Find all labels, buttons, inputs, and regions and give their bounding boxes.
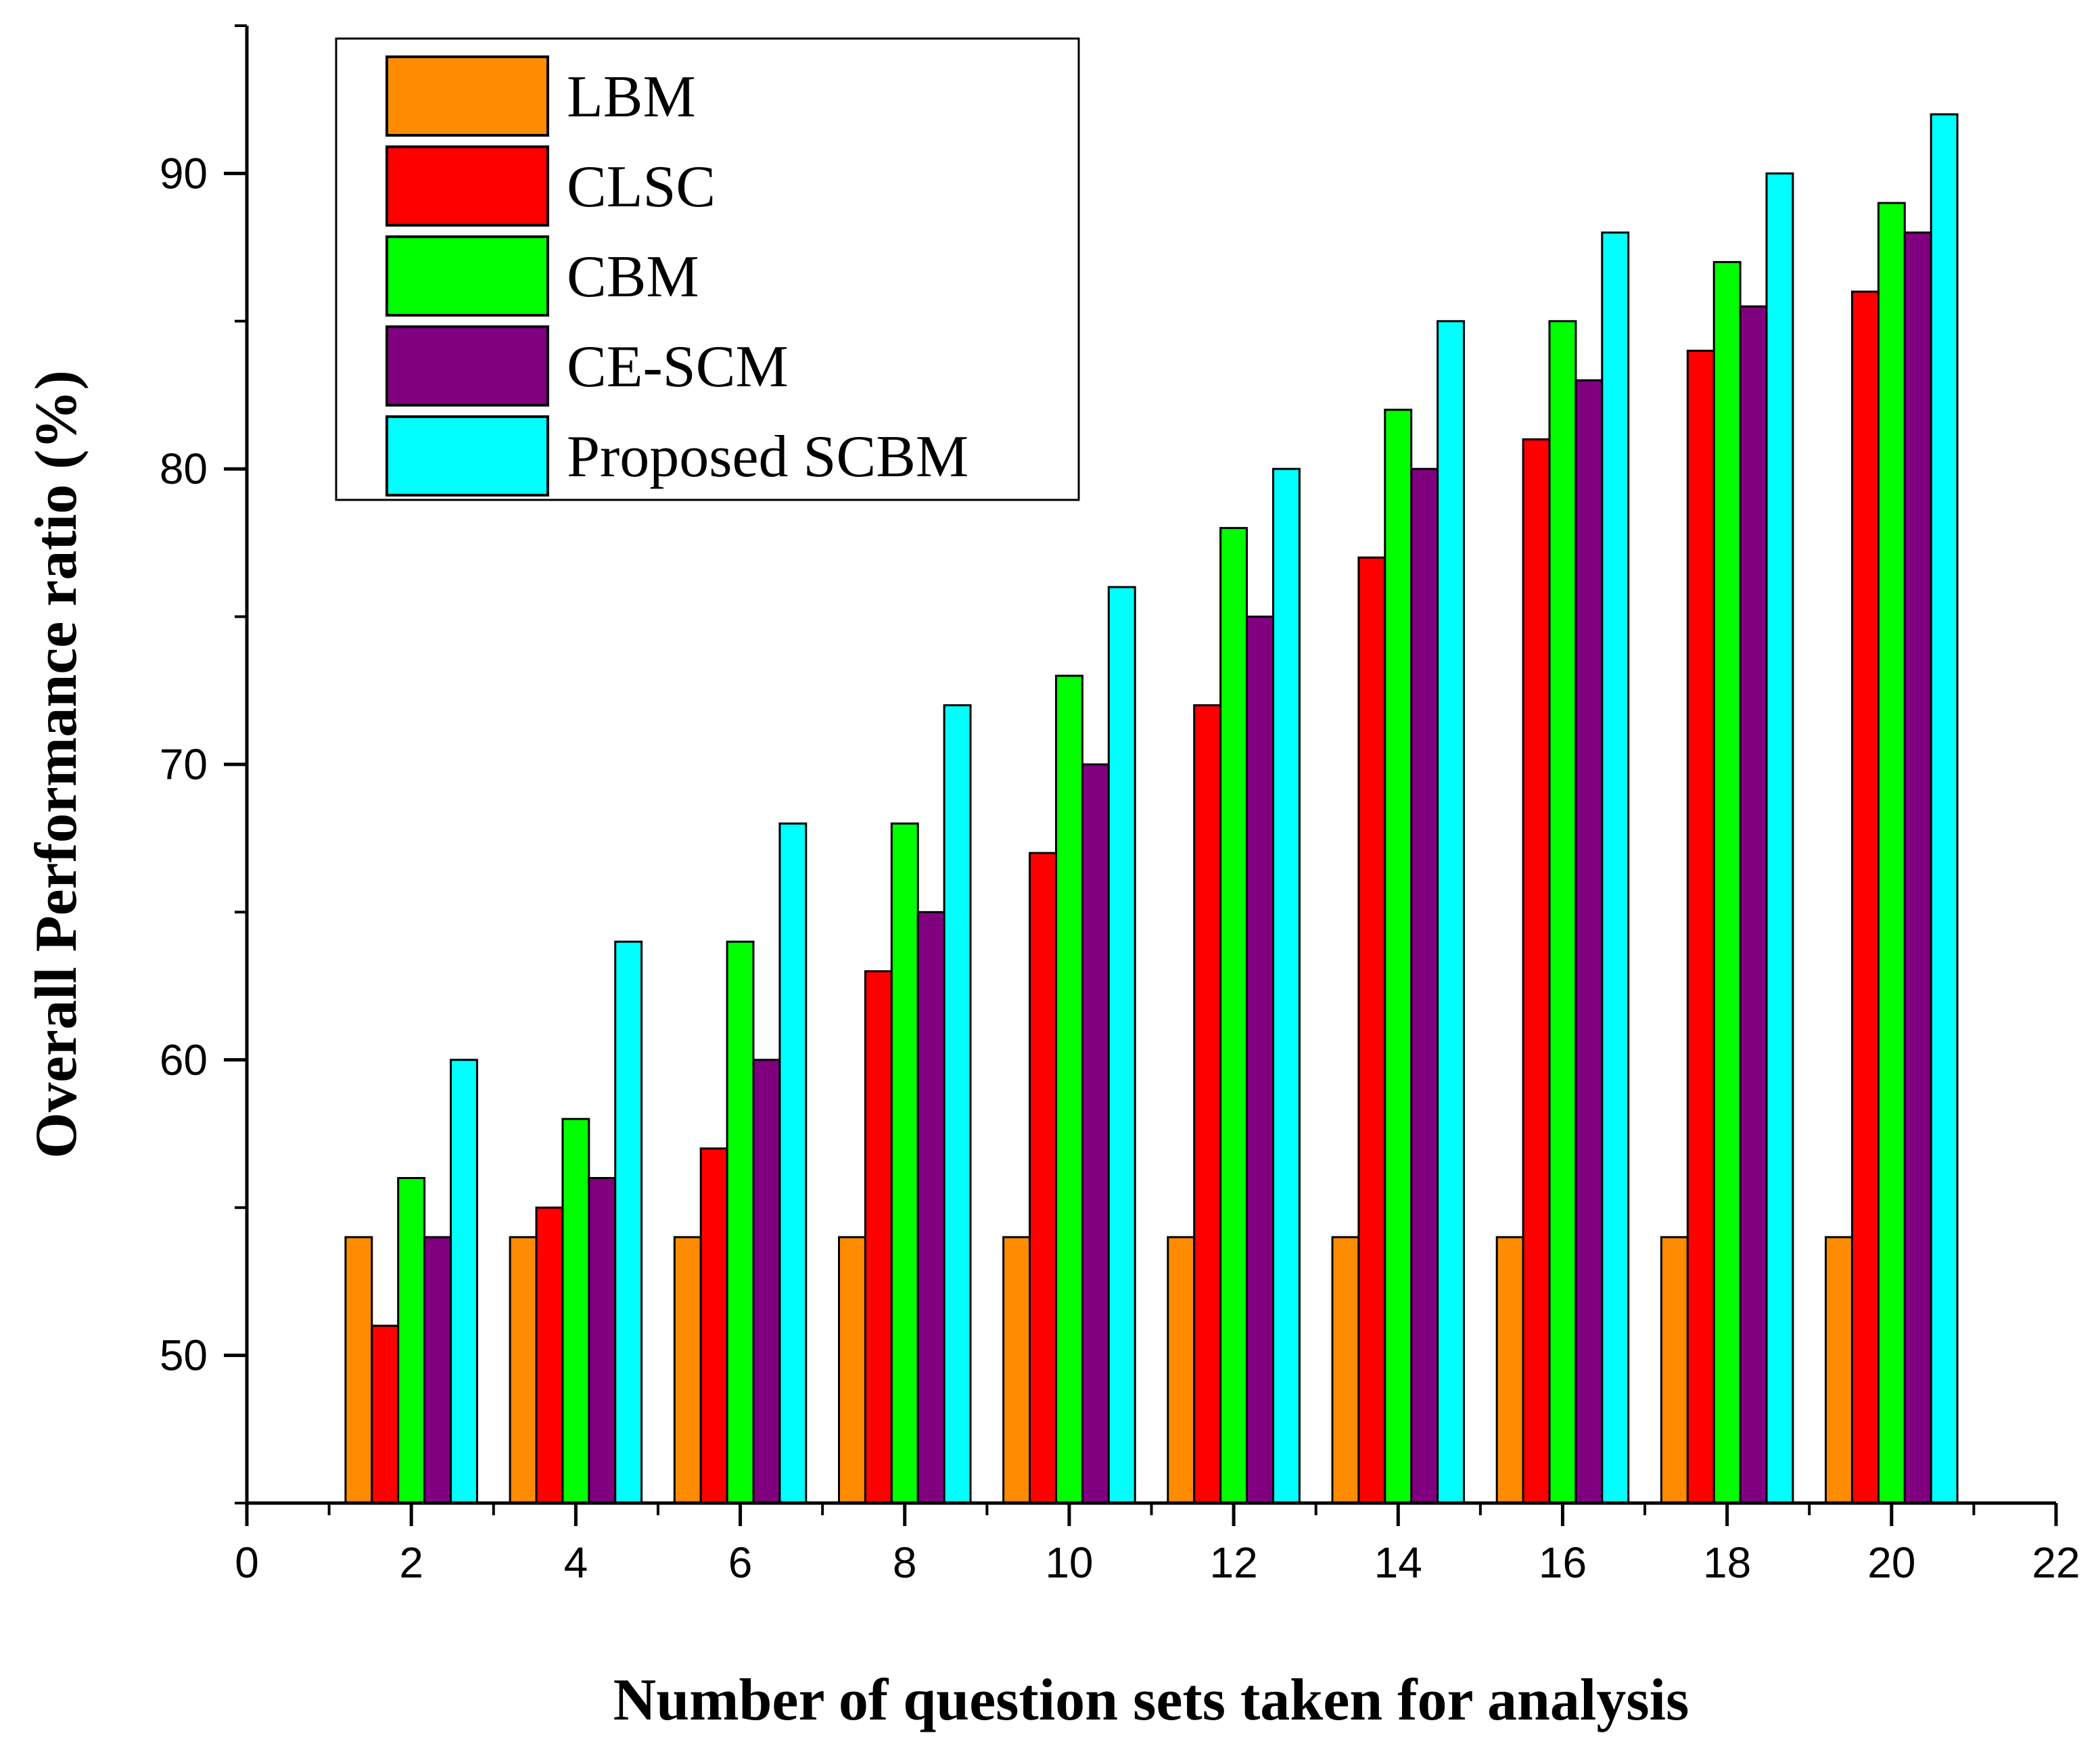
legend-label: CLSC bbox=[567, 154, 716, 220]
bar-lbm-x4 bbox=[509, 1236, 538, 1504]
bar-clsc-x12 bbox=[1193, 704, 1222, 1504]
legend-swatch bbox=[386, 145, 549, 227]
bar-cbm-x10 bbox=[1055, 674, 1083, 1504]
bar-cbm-x8 bbox=[890, 822, 919, 1504]
bar-proposed-scbm-x18 bbox=[1765, 172, 1794, 1504]
y-tick-label: 70 bbox=[160, 740, 208, 789]
bar-ce-scm-x20 bbox=[1903, 231, 1932, 1504]
legend-swatch bbox=[386, 55, 549, 137]
bar-lbm-x8 bbox=[838, 1236, 866, 1504]
legend: LBM CLSC CBM CE-SCM Proposed SCBM bbox=[335, 37, 1080, 501]
x-tick-label: 0 bbox=[235, 1538, 259, 1587]
bar-clsc-x2 bbox=[371, 1324, 400, 1504]
x-tick-label: 20 bbox=[1867, 1538, 1915, 1587]
x-tick-label: 2 bbox=[399, 1538, 423, 1587]
bars-group bbox=[344, 113, 1959, 1504]
bar-cbm-x14 bbox=[1384, 409, 1413, 1504]
bar-clsc-x10 bbox=[1029, 852, 1057, 1504]
legend-label: Proposed SCBM bbox=[567, 424, 969, 490]
bar-cbm-x20 bbox=[1877, 202, 1906, 1504]
x-tick-label: 8 bbox=[893, 1538, 917, 1587]
y-tick-label: 80 bbox=[160, 444, 208, 493]
bar-lbm-x6 bbox=[673, 1236, 702, 1504]
bar-cbm-x12 bbox=[1219, 527, 1248, 1504]
x-tick-label: 16 bbox=[1539, 1538, 1587, 1587]
bar-cbm-x16 bbox=[1548, 320, 1577, 1504]
x-tick-label: 12 bbox=[1209, 1538, 1257, 1587]
bar-clsc-x6 bbox=[699, 1147, 728, 1504]
bar-proposed-scbm-x12 bbox=[1272, 467, 1301, 1504]
bar-proposed-scbm-x2 bbox=[450, 1059, 478, 1504]
bar-clsc-x14 bbox=[1357, 556, 1386, 1504]
bar-lbm-x10 bbox=[1002, 1236, 1031, 1504]
bar-proposed-scbm-x4 bbox=[614, 940, 643, 1504]
bar-cbm-x4 bbox=[561, 1117, 590, 1504]
bar-ce-scm-x6 bbox=[752, 1059, 781, 1504]
bar-proposed-scbm-x6 bbox=[778, 822, 808, 1504]
bar-ce-scm-x8 bbox=[916, 910, 946, 1504]
bar-clsc-x8 bbox=[864, 970, 893, 1504]
legend-swatch bbox=[386, 235, 549, 317]
y-axis-title: Overall Performance ratio (%) bbox=[24, 370, 89, 1158]
bar-clsc-x18 bbox=[1686, 350, 1715, 1504]
bar-proposed-scbm-x8 bbox=[943, 704, 972, 1504]
bar-cbm-x18 bbox=[1712, 260, 1742, 1504]
legend-label: LBM bbox=[567, 64, 696, 130]
bar-cbm-x2 bbox=[397, 1177, 426, 1504]
x-ticks-group: 0 2 4 6 8 10 12 14 16 18 20 22 bbox=[235, 1503, 2080, 1587]
bar-clsc-x16 bbox=[1522, 438, 1551, 1504]
y-tick-label: 90 bbox=[160, 149, 208, 198]
x-tick-label: 10 bbox=[1045, 1538, 1093, 1587]
legend-label: CE-SCM bbox=[567, 334, 789, 400]
bar-clsc-x20 bbox=[1851, 290, 1880, 1504]
bar-proposed-scbm-x14 bbox=[1437, 320, 1466, 1504]
bar-ce-scm-x2 bbox=[423, 1236, 452, 1504]
bar-proposed-scbm-x10 bbox=[1107, 586, 1136, 1504]
x-tick-label: 18 bbox=[1703, 1538, 1751, 1587]
x-tick-label: 22 bbox=[2032, 1538, 2080, 1587]
bar-lbm-x14 bbox=[1331, 1236, 1360, 1504]
x-tick-label: 14 bbox=[1374, 1538, 1422, 1587]
legend-label: CBM bbox=[567, 244, 699, 310]
bar-lbm-x2 bbox=[344, 1236, 373, 1504]
bar-lbm-x20 bbox=[1825, 1236, 1853, 1504]
bar-ce-scm-x10 bbox=[1081, 763, 1110, 1504]
bar-clsc-x4 bbox=[535, 1206, 564, 1504]
bar-lbm-x16 bbox=[1495, 1236, 1524, 1504]
x-tick-label: 6 bbox=[728, 1538, 753, 1587]
bar-lbm-x12 bbox=[1167, 1236, 1196, 1504]
bar-ce-scm-x18 bbox=[1739, 305, 1768, 1504]
bar-proposed-scbm-x16 bbox=[1601, 231, 1630, 1504]
bar-cbm-x6 bbox=[726, 940, 755, 1504]
x-axis-title: Number of question sets taken for analys… bbox=[613, 1667, 1689, 1733]
legend-swatch bbox=[386, 415, 549, 497]
bar-proposed-scbm-x20 bbox=[1930, 113, 1959, 1504]
y-tick-label: 60 bbox=[160, 1036, 208, 1084]
bar-ce-scm-x4 bbox=[588, 1177, 617, 1504]
bar-ce-scm-x16 bbox=[1574, 379, 1604, 1504]
legend-swatch bbox=[386, 325, 549, 407]
bar-ce-scm-x14 bbox=[1410, 467, 1439, 1504]
bar-ce-scm-x12 bbox=[1246, 616, 1274, 1504]
x-tick-label: 4 bbox=[564, 1538, 588, 1587]
y-tick-label: 50 bbox=[160, 1331, 208, 1380]
y-ticks-group: 50 60 70 80 90 bbox=[160, 24, 247, 1504]
bar-lbm-x18 bbox=[1660, 1236, 1689, 1504]
